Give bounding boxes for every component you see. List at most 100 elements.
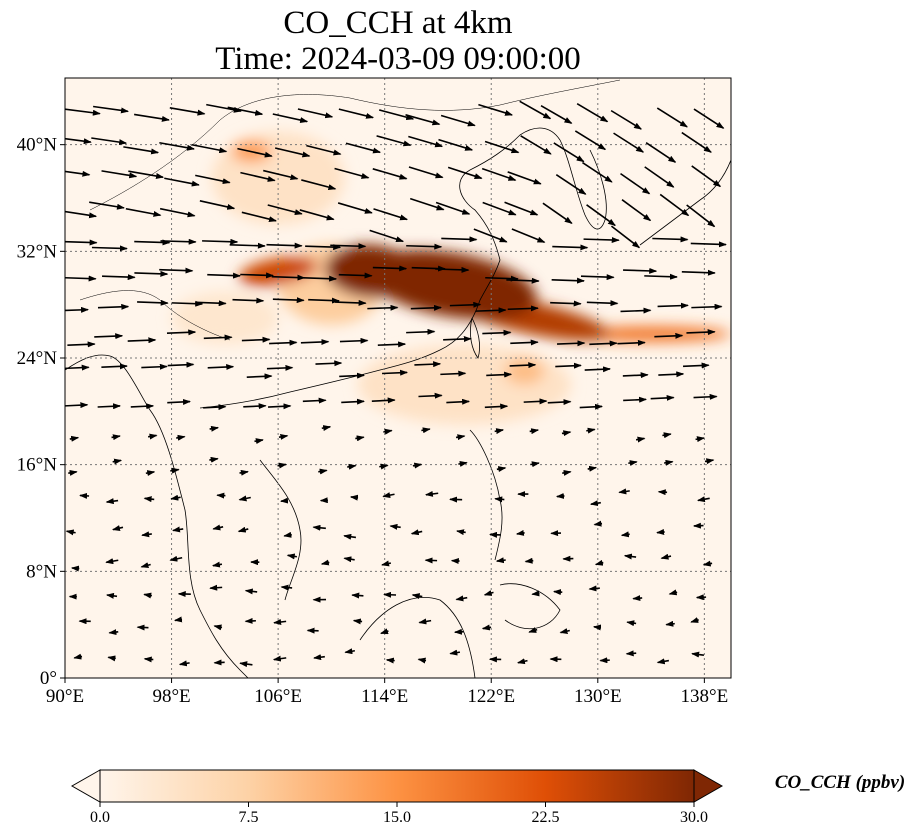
map-frame xyxy=(64,77,732,679)
wind-arrow xyxy=(232,297,265,304)
wind-arrow xyxy=(440,114,476,127)
lat-tick-label: 40°N xyxy=(17,135,58,156)
wind-arrow xyxy=(283,531,292,538)
wind-arrow xyxy=(240,171,276,182)
wind-arrow xyxy=(589,500,601,507)
wind-arrow xyxy=(632,595,643,602)
wind-arrow xyxy=(286,553,297,560)
wind-arrow xyxy=(67,341,96,348)
wind-arrow xyxy=(277,462,287,469)
wind-arrow xyxy=(421,427,431,434)
wind-arrow xyxy=(369,229,405,243)
wind-arrow xyxy=(449,301,482,308)
wind-arrow xyxy=(373,208,409,221)
coastline-south-china xyxy=(199,259,501,409)
wind-arrow xyxy=(584,366,611,373)
colorbar-tick-label: 30.0 xyxy=(680,809,708,826)
wind-arrow xyxy=(583,237,620,244)
border-inland-1 xyxy=(79,290,231,341)
wind-arrow xyxy=(652,236,689,243)
wind-arrow xyxy=(516,658,528,665)
wind-arrow xyxy=(626,620,637,627)
wind-arrow xyxy=(243,403,267,410)
wind-arrow xyxy=(65,529,76,536)
wind-arrow xyxy=(657,302,689,309)
wind-arrow xyxy=(613,132,645,153)
wind-arrow xyxy=(338,272,373,279)
wind-arrow xyxy=(668,589,678,596)
wind-arrow xyxy=(246,373,273,380)
wind-arrow xyxy=(338,108,375,119)
wind-arrow xyxy=(65,210,98,219)
wind-arrow xyxy=(137,299,169,306)
wind-arrow xyxy=(341,398,365,405)
wind-arrow xyxy=(272,113,309,123)
concentration-plume xyxy=(171,291,279,345)
wind-arrow xyxy=(494,428,505,435)
wind-arrow xyxy=(321,425,332,431)
wind-arrow xyxy=(65,170,91,177)
wind-arrow xyxy=(65,239,98,246)
wind-arrow xyxy=(438,138,474,151)
wind-arrow xyxy=(662,432,672,439)
wind-arrow xyxy=(524,557,534,564)
wind-arrow xyxy=(211,561,223,568)
wind-arrow xyxy=(337,202,373,214)
gridlines xyxy=(65,78,731,678)
wind-arrow xyxy=(94,333,124,340)
wind-arrow xyxy=(690,241,727,248)
wind-arrow xyxy=(528,627,538,633)
concentration-field xyxy=(171,131,731,425)
wind-arrow xyxy=(582,161,613,183)
coastline-indochina xyxy=(259,459,302,601)
wind-arrow xyxy=(665,620,675,627)
coastline-mindanao xyxy=(499,583,561,629)
lat-tick-label: 32°N xyxy=(17,241,58,262)
wind-arrow xyxy=(482,201,517,216)
wind-arrow xyxy=(169,107,206,116)
wind-arrow xyxy=(105,592,118,599)
wind-arrow xyxy=(456,529,466,536)
wind-arrow xyxy=(515,529,525,536)
wind-arrow xyxy=(507,305,539,312)
lon-tick-label: 138°E xyxy=(681,686,729,707)
wind-arrow xyxy=(65,275,97,282)
wind-arrow xyxy=(241,336,271,343)
concentration-plume xyxy=(358,344,572,425)
wind-arrow xyxy=(485,275,519,282)
wind-arrow xyxy=(686,329,716,336)
wind-arrow xyxy=(65,137,92,145)
wind-arrow xyxy=(644,273,678,280)
wind-arrow xyxy=(101,363,128,370)
wind-arrow xyxy=(313,654,325,661)
wind-arrow xyxy=(269,339,298,346)
wind-arrow xyxy=(702,560,713,567)
wind-arrow xyxy=(435,201,471,215)
wind-arrow xyxy=(475,307,507,314)
wind-arrow xyxy=(482,329,512,336)
wind-arrow xyxy=(280,584,293,591)
wind-arrow xyxy=(79,492,90,499)
wind-arrow xyxy=(130,403,155,410)
wind-arrow xyxy=(334,167,370,179)
colorbar-extend-low xyxy=(70,769,101,803)
wind-arrow xyxy=(622,372,649,379)
wind-arrow xyxy=(300,339,330,346)
wind-arrow xyxy=(367,304,399,311)
wind-arrow xyxy=(272,655,287,662)
wind-arrow xyxy=(552,589,563,596)
wind-arrow xyxy=(343,556,355,563)
wind-arrow xyxy=(691,303,723,310)
wind-arrow xyxy=(620,307,652,314)
wind-arrow xyxy=(141,363,168,370)
wind-arrow xyxy=(412,462,423,469)
wind-arrow xyxy=(446,398,471,405)
wind-arrow xyxy=(594,559,604,566)
wind-arrow xyxy=(690,617,699,623)
wind-arrow xyxy=(278,433,289,440)
colorbar: 0.0 7.5 15.0 22.5 30.0 CO_CCH (ppbv) xyxy=(70,769,905,826)
longitude-ticks: 90°E 98°E 106°E 114°E 122°E 130°E 138°E xyxy=(46,678,728,707)
wind-arrow xyxy=(335,299,367,306)
wind-arrow xyxy=(318,468,328,475)
wind-arrow xyxy=(105,558,119,565)
